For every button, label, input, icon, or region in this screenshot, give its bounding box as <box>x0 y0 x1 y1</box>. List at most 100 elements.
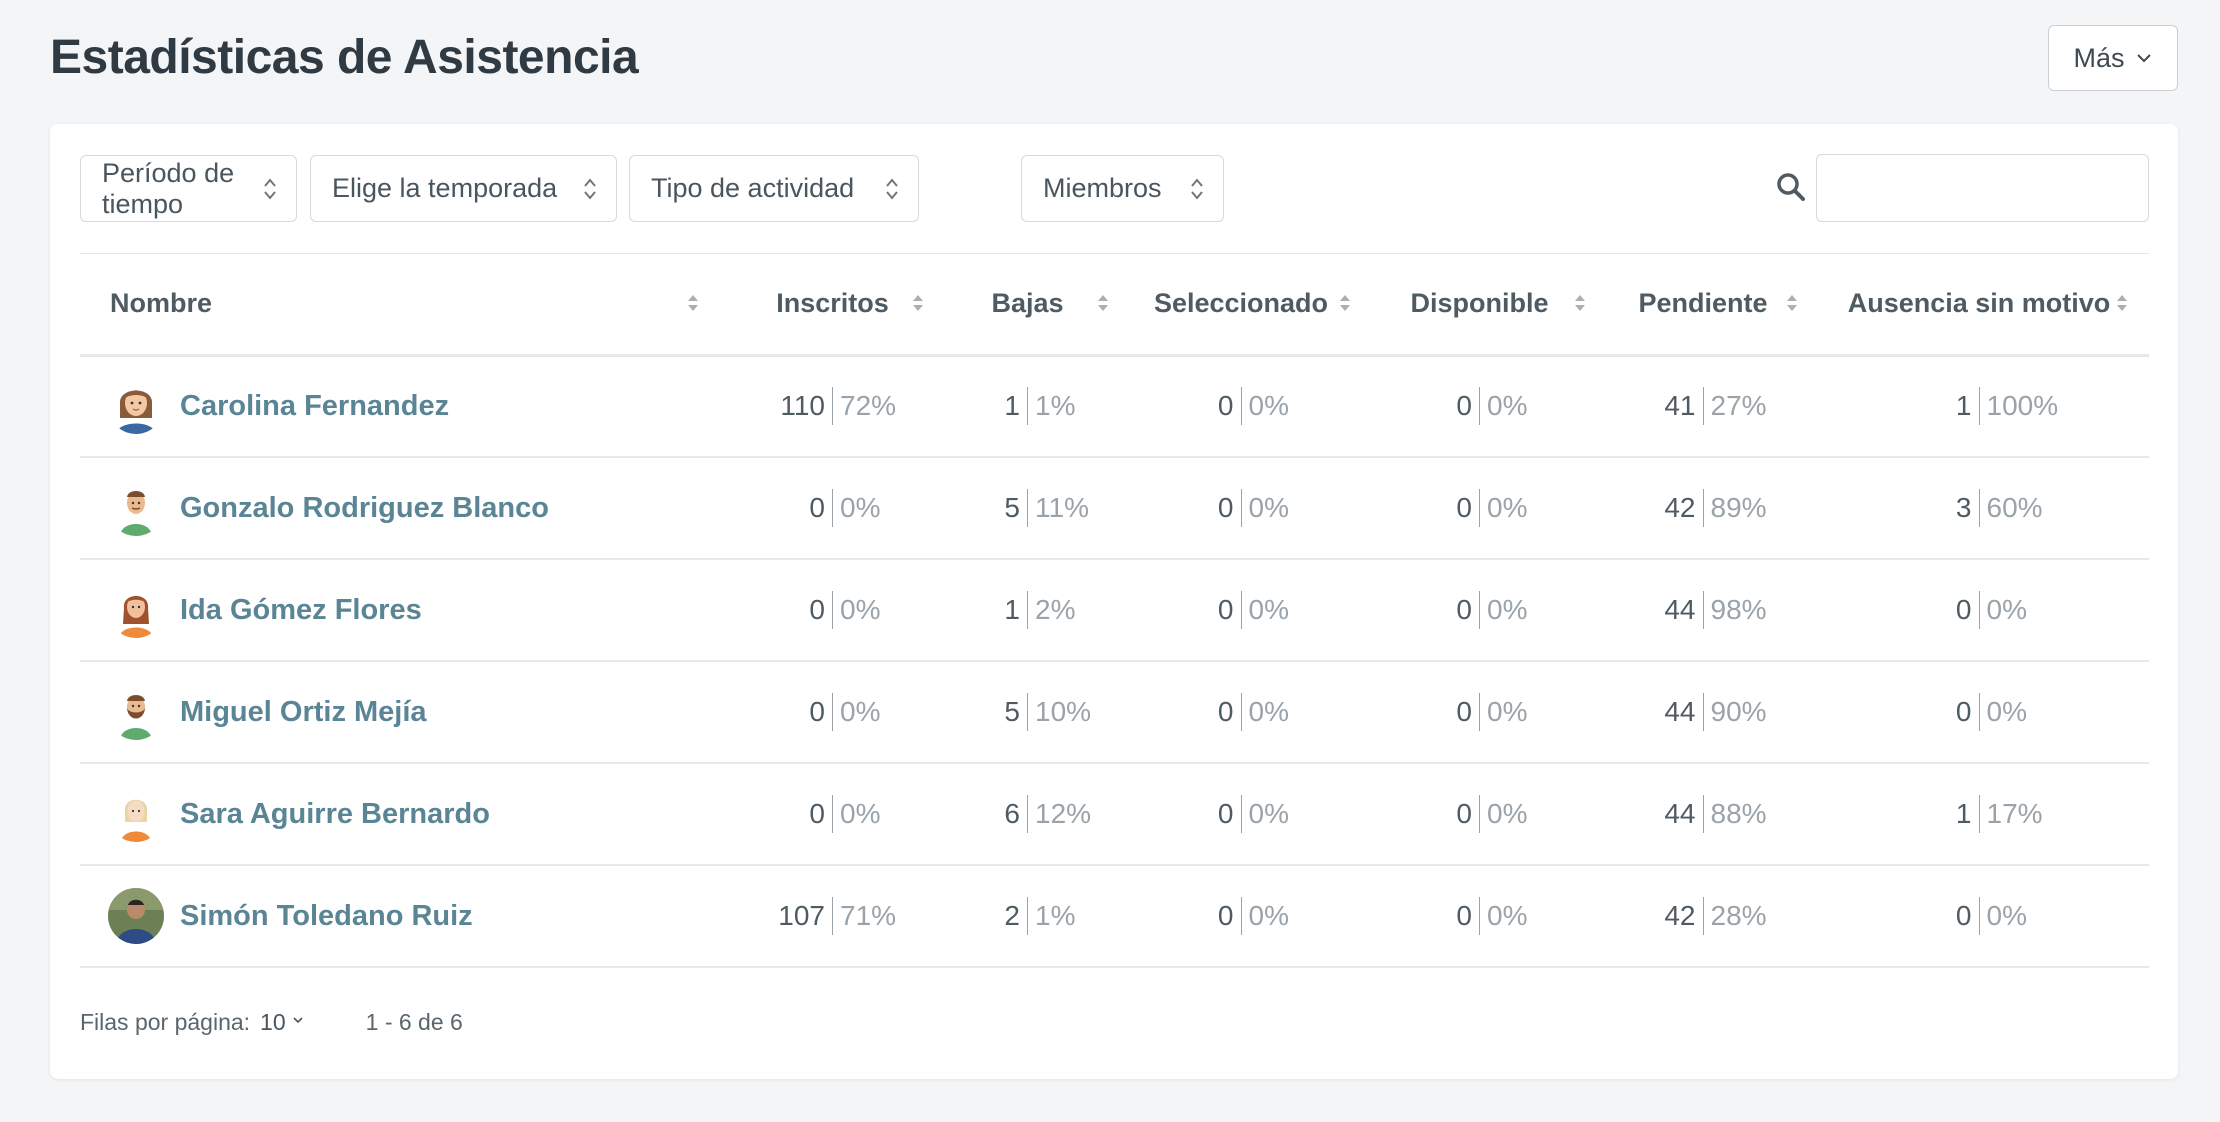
stat-cell: 0 0% <box>1362 865 1597 968</box>
stat-separator <box>1479 591 1480 629</box>
stat-cell: 3 60% <box>1809 457 2149 560</box>
stat-value: 0 0% <box>1120 590 1362 630</box>
stat-cell: 0 0% <box>1809 661 2149 764</box>
stat-percent: 71% <box>840 900 897 931</box>
stat-value: 0 0% <box>1362 692 1597 732</box>
member-name-link[interactable]: Carolina Fernandez <box>180 389 450 422</box>
column-header-disponible[interactable]: Disponible <box>1362 254 1597 357</box>
stat-percent: 0% <box>1248 696 1289 727</box>
stat-cell: 0 0% <box>730 457 935 560</box>
filter-activity-type[interactable]: Tipo de actividad <box>629 155 919 222</box>
stat-separator <box>1027 591 1028 629</box>
male-avatar-icon <box>108 480 164 536</box>
filter-season[interactable]: Elige la temporada <box>310 155 617 222</box>
stat-value: 0 0% <box>1362 794 1597 834</box>
stat-value: 0 0% <box>730 488 935 528</box>
stat-count: 0 <box>809 798 825 829</box>
stat-count: 0 <box>1955 696 1972 727</box>
stat-count: 3 <box>1955 492 1972 523</box>
stat-value: 0 0% <box>1362 896 1597 936</box>
name-cell: Simón Toledano Ruiz <box>80 865 730 968</box>
sort-icon[interactable] <box>2115 292 2129 314</box>
stat-separator <box>1978 591 1980 629</box>
column-header-bajas[interactable]: Bajas <box>935 254 1120 357</box>
stat-count: 44 <box>1664 594 1696 625</box>
stats-card: Período de tiempo Elige la temporada Tip… <box>50 124 2178 1079</box>
stat-cell: 0 0% <box>730 661 935 764</box>
member-name-link[interactable]: Miguel Ortiz Mejía <box>180 695 427 728</box>
column-header-nombre[interactable]: Nombre <box>80 254 730 357</box>
column-header-ausencia-sin-motivo[interactable]: Ausencia sin motivo <box>1809 254 2149 357</box>
member-name-link[interactable]: Sara Aguirre Bernardo <box>180 797 490 830</box>
name-cell: Ida Gómez Flores <box>80 559 730 662</box>
stat-value: 0 0% <box>1120 794 1362 834</box>
stat-cell: 44 88% <box>1597 763 1809 866</box>
stat-count: 0 <box>1456 900 1472 931</box>
stat-value: 5 11% <box>935 488 1120 528</box>
stat-cell: 0 0% <box>1120 559 1362 662</box>
stat-percent: 0% <box>840 696 881 727</box>
filter-members[interactable]: Miembros <box>1021 155 1224 222</box>
select-arrows-icon <box>584 178 596 200</box>
search-input[interactable] <box>1816 154 2149 222</box>
stat-separator <box>1702 897 1704 935</box>
stat-value: 6 12% <box>935 794 1120 834</box>
stat-cell: 0 0% <box>1120 661 1362 764</box>
member-name-link[interactable]: Ida Gómez Flores <box>180 593 422 626</box>
sort-icon[interactable] <box>1338 292 1352 314</box>
rows-per-page-label: Filas por página: <box>80 1009 251 1035</box>
stat-cell: 107 71% <box>730 865 935 968</box>
stat-value: 0 0% <box>730 794 935 834</box>
stat-separator <box>832 795 833 833</box>
stat-separator <box>832 897 833 935</box>
rows-per-page-select[interactable]: 10 <box>260 1009 304 1036</box>
sort-icon[interactable] <box>1573 292 1587 314</box>
table-header-row: Nombre Inscritos Bajas Seleccionado Disp… <box>80 254 2149 357</box>
column-header-pendiente[interactable]: Pendiente <box>1597 254 1809 357</box>
column-header-inscritos[interactable]: Inscritos <box>730 254 935 357</box>
member-name-link[interactable]: Simón Toledano Ruiz <box>180 899 473 932</box>
stat-value: 0 0% <box>1120 692 1362 732</box>
stat-separator <box>1240 897 1242 935</box>
stat-separator <box>1479 897 1480 935</box>
stat-cell: 41 27% <box>1597 355 1809 458</box>
stat-separator <box>1240 795 1242 833</box>
rows-per-page-value: 10 <box>260 1009 286 1035</box>
column-label: Seleccionado <box>1153 288 1329 319</box>
search-icon[interactable] <box>1776 172 1806 202</box>
stat-percent: 60% <box>1986 492 2043 523</box>
stat-count: 1 <box>1004 390 1020 422</box>
more-button-label: Más <box>2073 42 2125 73</box>
sort-icon[interactable] <box>1785 292 1799 314</box>
member: Miguel Ortiz Mejía <box>80 684 730 740</box>
stat-value: 1 100% <box>1809 386 2149 426</box>
sort-icon[interactable] <box>686 292 700 314</box>
filter-time-period[interactable]: Período de tiempo <box>80 155 297 222</box>
stat-percent: 0% <box>1986 900 2027 931</box>
female-brown-hair-avatar-icon <box>108 378 164 435</box>
stat-separator <box>1702 489 1704 527</box>
column-header-seleccionado[interactable]: Seleccionado <box>1120 254 1362 357</box>
stat-percent: 0% <box>1248 390 1289 422</box>
pagination-footer: Filas por página: 10 1 - 6 de 6 <box>80 1009 463 1036</box>
stat-cell: 0 0% <box>1120 865 1362 968</box>
member: Sara Aguirre Bernardo <box>80 786 730 842</box>
stat-separator <box>1978 693 1980 731</box>
stat-percent: 0% <box>1487 492 1528 523</box>
stat-percent: 0% <box>1487 696 1528 727</box>
sort-icon[interactable] <box>1096 292 1110 314</box>
more-button[interactable]: Más <box>2048 25 2178 91</box>
sort-icon[interactable] <box>911 292 925 314</box>
stat-count: 0 <box>1217 492 1234 523</box>
stat-percent: 0% <box>1487 390 1528 422</box>
stat-separator <box>832 591 833 629</box>
stat-percent: 100% <box>1986 390 2059 422</box>
stat-cell: 0 0% <box>1120 763 1362 866</box>
table-row: Simón Toledano Ruiz 107 71% 2 1% 0 0% 0 0% 42 28% 0… <box>80 865 2149 968</box>
stat-percent: 27% <box>1710 390 1767 422</box>
stat-cell: 0 0% <box>1120 457 1362 560</box>
attendance-table: Nombre Inscritos Bajas Seleccionado Disp… <box>80 254 2149 968</box>
stat-percent: 2% <box>1035 594 1076 625</box>
member-name-link[interactable]: Gonzalo Rodriguez Blanco <box>180 491 549 524</box>
stat-separator <box>1702 693 1704 731</box>
